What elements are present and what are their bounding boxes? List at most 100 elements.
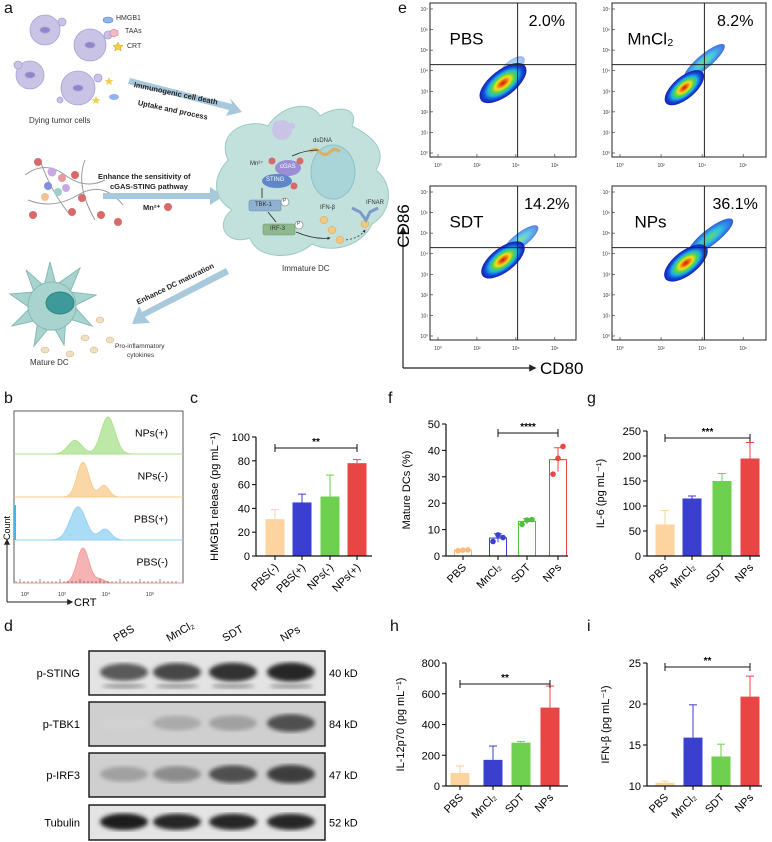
bar xyxy=(740,696,760,786)
y-tick-label: 200 xyxy=(422,750,440,762)
arrow-maturation-icon xyxy=(132,268,229,324)
hmgb1-legend-icon xyxy=(102,16,114,24)
y-tick-label: 10⁰ xyxy=(602,151,610,157)
x-tick-label: 10⁴ xyxy=(698,163,706,169)
category-label: NPs xyxy=(541,561,565,585)
immature-dc-label: Immature DC xyxy=(282,264,330,273)
arrow2-line1-label: Enhance the sensitivity of xyxy=(98,172,191,181)
bar xyxy=(740,458,760,556)
category-label: SDT xyxy=(509,561,533,585)
x-tick-label: 10⁶ xyxy=(146,591,154,598)
lane-label: PBS(-) xyxy=(137,557,169,569)
molecular-weight-label: 40 kD xyxy=(329,668,358,680)
sample-label: PBS xyxy=(449,30,483,49)
protein-band xyxy=(209,662,257,682)
bar xyxy=(655,782,675,786)
lane-label: SDT xyxy=(221,623,246,645)
x-tick-label: 10⁰ xyxy=(616,163,624,169)
bar-chart-f: 0 10 20 30 40 50 PBS MnCl₂ SDT NPs Mature DCs (%) *… xyxy=(401,419,568,591)
y-tick-label: 100 xyxy=(623,501,641,513)
y-tick-label: 10⁶ xyxy=(420,211,428,217)
x-tick-label: 10⁴ xyxy=(102,591,111,598)
category-label: SDT xyxy=(704,561,728,585)
y-tick-label: 20 xyxy=(428,498,440,510)
y-axis-title: IL-6 (pg mL⁻¹) xyxy=(595,459,607,528)
arrow2-mn-label: Mn²⁺ xyxy=(143,203,161,212)
lane-label: NPs xyxy=(279,624,303,645)
protein-band xyxy=(153,663,201,682)
y-tick-label: 0 xyxy=(434,551,440,563)
y-tick-label: 10⁵ xyxy=(420,48,428,54)
quadrant-percent: 2.0% xyxy=(529,13,565,30)
ifnb-label: IFN-β xyxy=(320,205,336,211)
y-axis-title: CD86 xyxy=(394,204,413,247)
ifn-beta-icon xyxy=(319,216,370,244)
category-label: PBS xyxy=(442,792,466,816)
y-tick-label: 10⁷ xyxy=(603,7,611,13)
y-tick-label: 40 xyxy=(428,445,440,457)
data-point xyxy=(519,521,525,528)
cytokines-label-2: cytokines xyxy=(127,352,155,359)
sting-icon xyxy=(262,174,292,188)
x-tick-label: 10² xyxy=(657,163,665,169)
panel-label-e: e xyxy=(398,0,407,17)
nanoparticles-icon xyxy=(24,158,172,226)
crt-icon xyxy=(91,96,101,104)
sample-label: MnCl₂ xyxy=(627,30,673,49)
y-tick-label: 0 xyxy=(434,781,440,793)
sample-label: NPs xyxy=(634,213,666,232)
y-tick-label: 10⁷ xyxy=(421,190,429,196)
mn-ion-icon xyxy=(290,182,298,190)
data-point xyxy=(455,547,461,554)
y-tick-label: 10⁴ xyxy=(602,252,610,258)
y-tick-label: 10 xyxy=(629,781,641,793)
y-tick-label: 10 xyxy=(428,525,440,537)
y-tick-label: 10⁰ xyxy=(420,151,428,157)
y-tick-label: 10² xyxy=(603,293,611,299)
mature-dc-cell-icon xyxy=(8,261,98,348)
y-tick-label: 800 xyxy=(422,658,440,670)
y-tick-label: 10¹ xyxy=(421,130,429,136)
x-tick-label: 10⁰ xyxy=(434,346,442,352)
tumor-debris-icon xyxy=(272,120,295,140)
y-tick-label: 10⁰ xyxy=(420,334,428,340)
bar xyxy=(265,519,285,556)
irf3-icon xyxy=(262,223,296,236)
protein-band-minor xyxy=(155,683,199,689)
y-tick-label: 20 xyxy=(238,527,250,539)
x-axis-title: CRT xyxy=(74,597,97,609)
y-tick-label: 10² xyxy=(603,110,611,116)
protein-band xyxy=(100,813,148,831)
y-tick-label: 50 xyxy=(428,419,440,431)
bar xyxy=(711,756,731,786)
y-tick-label: 250 xyxy=(623,426,641,438)
cgas-label: cGAS xyxy=(280,164,296,170)
protein-band xyxy=(209,813,257,830)
y-tick-label: 10³ xyxy=(421,89,429,95)
y-tick-label: 10⁶ xyxy=(602,28,610,34)
ifnar-label: IFNAR xyxy=(366,200,384,206)
y-tick-label: 10⁶ xyxy=(602,211,610,217)
category-label: PBS xyxy=(445,562,469,586)
y-tick-label: 10⁵ xyxy=(602,231,610,237)
bar xyxy=(540,707,560,786)
density-cloud xyxy=(479,63,527,104)
crt-histogram: NPs(+) NPs(-) PBS(+) PBS(-) 10⁰ 10² 10⁴ 10⁶ Coun… xyxy=(2,410,184,609)
protein-band xyxy=(153,715,201,731)
cytokines-label-1: Pro-inflammatory xyxy=(115,343,165,350)
y-tick-label: 10¹ xyxy=(421,313,429,319)
protein-label: p-IRF3 xyxy=(46,770,80,782)
legend-crt: CRT xyxy=(127,43,142,50)
x-axis-title: CD80 xyxy=(540,359,583,378)
lane-label: MnCl₂ xyxy=(165,619,197,644)
y-tick-label: 60 xyxy=(238,480,250,492)
protein-band xyxy=(267,813,315,830)
protein-band xyxy=(153,813,201,830)
category-label: SDT xyxy=(703,791,727,815)
category-label: NPs(+) xyxy=(330,562,363,595)
ifnar-icon xyxy=(351,206,379,223)
y-tick-label: 10⁵ xyxy=(420,231,428,237)
category-label: SDT xyxy=(503,791,527,815)
panel-label-c: c xyxy=(190,390,198,407)
